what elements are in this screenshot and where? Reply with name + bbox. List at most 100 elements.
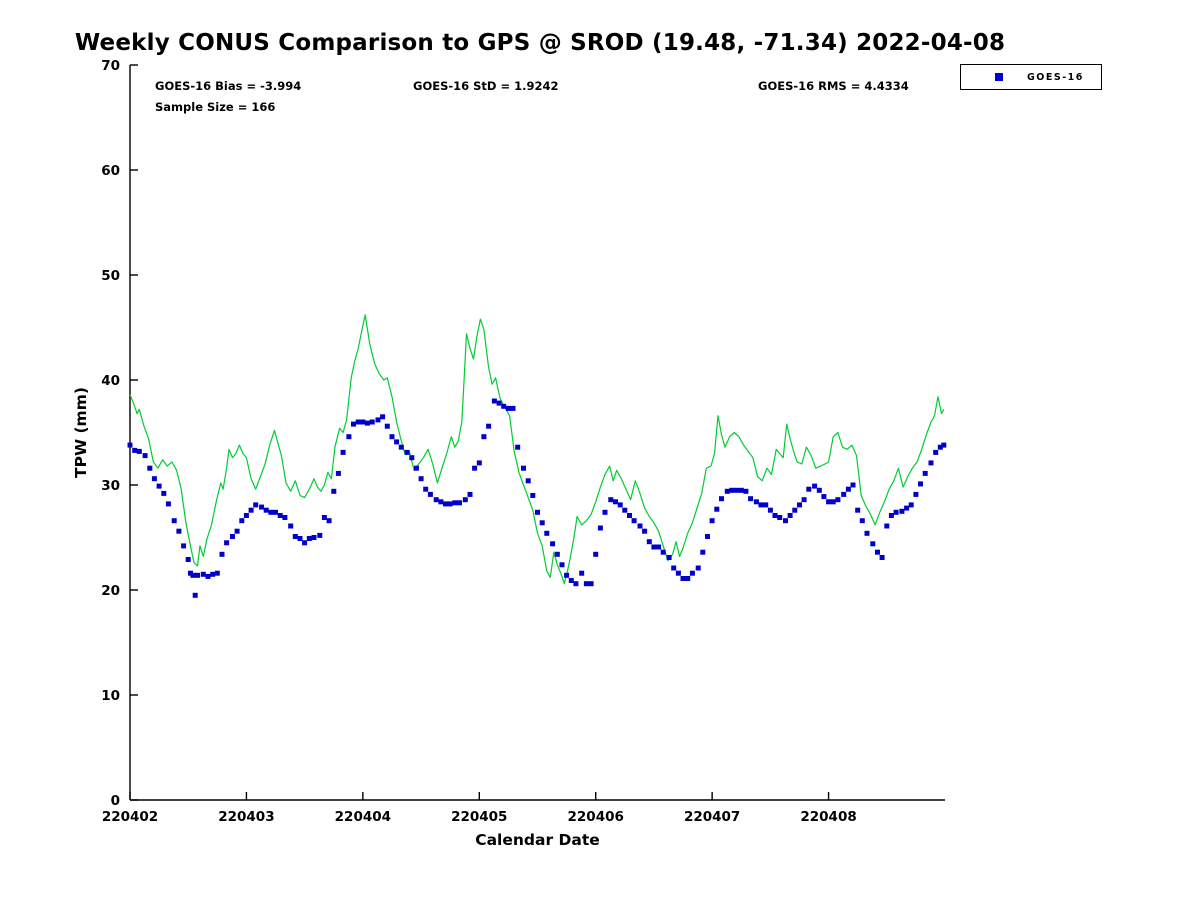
goes16-marker — [326, 518, 332, 524]
goes16-marker — [195, 572, 200, 578]
goes16-marker — [821, 494, 827, 500]
x-tick-group: 220402 220403 220404 220405 220406 220407 2204… — [102, 792, 857, 825]
goes16-marker — [192, 592, 198, 598]
goes16-marker — [335, 470, 341, 476]
x-tick-label: 220407 — [684, 809, 740, 825]
goes16-marker — [719, 496, 724, 502]
goes16-marker — [941, 442, 947, 448]
legend-label: GOES-16 — [1027, 71, 1084, 83]
goes16-marker — [263, 507, 269, 513]
goes16-marker — [550, 541, 556, 547]
goes16-marker — [758, 502, 764, 508]
goes16-marker — [224, 540, 230, 546]
goes16-marker — [922, 470, 928, 476]
goes16-marker — [937, 444, 943, 450]
goes16-marker — [535, 509, 540, 515]
goes16-marker — [302, 540, 308, 546]
goes16-marker — [521, 465, 526, 471]
goes16-marker — [185, 557, 191, 562]
stat-std: GOES-16 StD = 1.9242 — [413, 79, 559, 93]
x-tick-label: 220404 — [335, 809, 391, 825]
goes16-marker — [608, 497, 614, 503]
goes16-marker — [743, 488, 749, 494]
goes16-marker — [525, 478, 531, 484]
goes16-marker — [904, 505, 910, 511]
goes16-marker — [282, 515, 288, 520]
goes16-marker — [660, 549, 666, 555]
y-tick-label: 40 — [101, 373, 120, 389]
goes16-marker — [427, 491, 433, 497]
goes16-marker — [763, 502, 769, 508]
goes16-marker — [176, 528, 182, 534]
goes16-marker — [651, 544, 657, 550]
goes16-marker — [239, 518, 245, 524]
stat-rms: GOES-16 RMS = 4.4334 — [758, 79, 909, 93]
y-tick-label: 0 — [111, 793, 120, 809]
goes16-marker — [559, 562, 565, 568]
goes16-marker — [151, 476, 157, 482]
goes16-marker — [642, 528, 648, 534]
goes16-marker — [161, 490, 167, 496]
goes16-marker — [181, 543, 187, 549]
goes16-marker — [142, 453, 148, 459]
goes16-marker — [340, 449, 346, 455]
goes16-marker — [714, 506, 720, 512]
goes16-marker — [835, 497, 841, 503]
goes16-marker — [234, 528, 240, 534]
goes16-marker — [268, 509, 274, 515]
goes16-marker — [899, 508, 905, 514]
goes16-marker — [918, 481, 923, 487]
goes16-marker — [515, 444, 521, 450]
y-tick-label: 20 — [101, 583, 120, 599]
y-tick-label: 50 — [101, 268, 120, 284]
x-tick-label: 220405 — [451, 809, 507, 825]
goes16-marker — [365, 420, 370, 426]
goes16-marker — [830, 499, 836, 505]
goes16-marker — [457, 500, 462, 506]
goes16-marker — [491, 398, 497, 404]
goes16-marker — [394, 439, 400, 445]
y-tick-label: 30 — [101, 478, 120, 494]
goes16-marker — [806, 486, 812, 492]
goes16-marker — [288, 523, 294, 529]
goes16-marker — [317, 532, 323, 538]
goes16-marker — [855, 507, 861, 513]
goes16-marker — [597, 525, 603, 531]
goes16-marker — [593, 551, 599, 557]
goes16-marker — [447, 501, 453, 507]
goes16-marker — [277, 513, 283, 518]
legend-square-marker-icon — [995, 73, 1003, 81]
x-tick-label: 220402 — [102, 809, 158, 825]
goes16-marker — [243, 513, 249, 518]
goes16-marker — [127, 442, 133, 448]
goes16-marker — [617, 502, 623, 508]
goes16-marker — [398, 444, 404, 450]
goes16-marker — [850, 482, 856, 488]
goes16-marker — [380, 414, 386, 420]
goes16-marker — [568, 578, 574, 583]
goes16-marker — [351, 421, 356, 427]
y-tick-label: 70 — [101, 58, 120, 74]
x-tick-label: 220408 — [800, 809, 856, 825]
goes16-marker — [360, 419, 366, 425]
goes16-marker — [505, 405, 511, 411]
goes16-marker — [671, 565, 677, 571]
goes16-marker — [783, 518, 788, 524]
chart-title: Weekly CONUS Comparison to GPS @ SROD (1… — [74, 30, 1006, 56]
goes16-marker — [656, 544, 662, 550]
goes16-marker — [259, 504, 265, 510]
goes16-marker — [214, 570, 220, 576]
goes16-marker — [859, 518, 865, 524]
goes16-marker — [476, 460, 482, 466]
goes16-marker — [404, 449, 410, 455]
goes16-marker — [734, 487, 740, 493]
goes16-marker — [210, 571, 216, 577]
goes16-marker — [666, 555, 672, 560]
goes16-marker — [292, 534, 298, 539]
x-tick-label: 220406 — [568, 809, 624, 825]
goes16-marker — [452, 500, 458, 506]
goes16-marker — [564, 572, 570, 578]
goes16-marker — [888, 513, 894, 518]
goes16-marker — [306, 536, 312, 541]
